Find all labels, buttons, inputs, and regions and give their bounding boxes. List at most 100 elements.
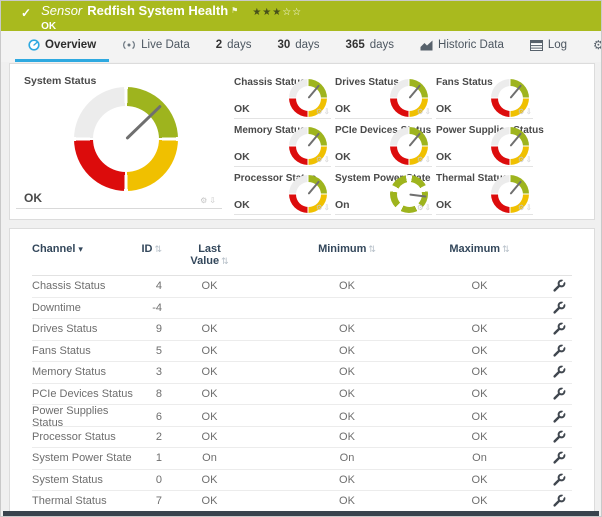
channel-settings-wrench-icon[interactable]	[522, 365, 574, 379]
column-header-last[interactable]: Last Value ⇅	[162, 243, 257, 268]
cell-maximum: OK	[471, 411, 488, 423]
gear-icon[interactable]: ⚙	[416, 107, 425, 116]
gear-icon[interactable]: ⚙	[315, 107, 324, 116]
gear-icon[interactable]: ⚙	[315, 203, 324, 212]
cell-last-value: OK	[201, 411, 218, 423]
download-icon[interactable]: ⇩	[323, 155, 331, 164]
gear-icon[interactable]: ⚙	[517, 107, 526, 116]
status-check-icon: ✓	[21, 6, 32, 20]
gauge-card-memory-status[interactable]: Memory Status OK ⚙⇩	[234, 119, 331, 167]
tab-overview[interactable]: Overview	[15, 31, 110, 62]
tab-historic-data[interactable]: Historic Data	[407, 31, 517, 62]
channel-gauge	[289, 175, 327, 213]
table-row-fans-status[interactable]: Fans Status 5 OK OK OK	[32, 341, 574, 362]
gear-icon[interactable]: ⚙	[517, 203, 526, 212]
cell-channel: Drives Status	[32, 323, 98, 336]
sort-icon[interactable]: ⇅	[368, 245, 376, 255]
gear-icon[interactable]: ⚙	[315, 155, 324, 164]
cell-minimum: OK	[339, 280, 355, 293]
gear-icon[interactable]: ⚙	[416, 155, 425, 164]
table-row-processor-status[interactable]: Processor Status 2 OK OK OK	[32, 427, 574, 448]
column-header-id[interactable]: ID ⇅	[137, 243, 162, 268]
column-header-min[interactable]: Minimum ⇅	[257, 243, 437, 268]
download-icon[interactable]: ⇩	[323, 203, 331, 212]
sort-icon[interactable]: ⇅	[154, 245, 162, 255]
cell-last-value: OK	[201, 473, 218, 486]
channel-settings-wrench-icon[interactable]	[522, 279, 574, 293]
gauge-value: OK	[234, 199, 250, 211]
tab-label: Overview	[45, 39, 97, 51]
channel-table-panel: Channel ▾ ID ⇅ Last Value ⇅ Minimum ⇅ Maximum ⇅ Ch…	[9, 228, 595, 513]
download-icon[interactable]: ⇩	[424, 203, 432, 212]
gear-icon[interactable]: ⚙	[416, 203, 425, 212]
table-row-system-power-state[interactable]: System Power State 1 On On On	[32, 448, 572, 470]
cell-minimum: OK	[339, 411, 355, 423]
channel-settings-wrench-icon[interactable]	[522, 387, 574, 401]
footer-bar	[3, 511, 599, 516]
table-row-downtime[interactable]: Downtime -4	[32, 298, 574, 319]
tab-2-days[interactable]: 2 days	[203, 31, 265, 62]
gauge-value: OK	[234, 151, 250, 163]
gear-icon: ⚙	[593, 39, 601, 51]
channel-gauge	[390, 175, 428, 213]
tab-live-data[interactable]: Live Data	[109, 31, 203, 62]
gauge-card-fans-status[interactable]: Fans Status OK ⚙⇩	[436, 71, 533, 119]
download-icon[interactable]: ⇩	[525, 203, 533, 212]
download-icon[interactable]: ⇩	[323, 107, 331, 116]
column-header-channel[interactable]: Channel ▾	[32, 243, 137, 268]
gauge-card-system-power-state[interactable]: System Power State On ⚙⇩	[335, 167, 432, 215]
tab-settings[interactable]: ⚙Settings	[580, 31, 601, 62]
gauge-card-chassis-status[interactable]: Chassis Status OK ⚙⇩	[234, 71, 331, 119]
download-icon[interactable]: ⇩	[209, 196, 218, 205]
download-icon[interactable]: ⇩	[424, 155, 432, 164]
channel-settings-wrench-icon[interactable]	[522, 301, 574, 315]
gauge-card-pcie-devices-status[interactable]: PCIe Devices Status OK ⚙⇩	[335, 119, 432, 167]
gauge-card-processor-status[interactable]: Processor Status OK ⚙⇩	[234, 167, 331, 215]
channel-settings-wrench-icon[interactable]	[522, 410, 574, 424]
log-icon	[529, 39, 543, 51]
download-icon[interactable]: ⇩	[525, 155, 533, 164]
channel-settings-wrench-icon[interactable]	[522, 322, 574, 336]
priority-stars-empty: ☆☆	[282, 7, 303, 18]
table-row-drives-status[interactable]: Drives Status 9 OK OK OK	[32, 319, 572, 341]
object-kind-label: Sensor	[41, 3, 83, 18]
gauge-value: On	[335, 199, 350, 211]
table-row-thermal-status[interactable]: Thermal Status 7 OK OK OK	[32, 491, 572, 513]
flag-icon[interactable]: ⚑	[231, 6, 239, 15]
gear-icon[interactable]: ⚙	[517, 155, 526, 164]
tab-label: days	[227, 39, 252, 51]
sort-icon[interactable]: ⇅	[502, 245, 510, 255]
table-row-system-status[interactable]: System Status 0 OK OK OK	[32, 470, 574, 491]
download-icon[interactable]: ⇩	[525, 107, 533, 116]
priority-stars[interactable]: ★★★☆☆	[252, 7, 302, 18]
column-label: Value	[190, 255, 220, 267]
gauge-card-thermal-status[interactable]: Thermal Status OK ⚙⇩	[436, 167, 533, 215]
cell-channel: PCIe Devices Status	[32, 387, 133, 400]
gauge-card-power-supplies-status[interactable]: Power Supplies Status OK ⚙⇩	[436, 119, 544, 167]
table-row-chassis-status[interactable]: Chassis Status 4 OK OK OK	[32, 276, 572, 298]
sensor-status-badge: OK	[41, 21, 57, 32]
table-row-memory-status[interactable]: Memory Status 3 OK OK OK	[32, 362, 572, 384]
cell-id: 4	[155, 280, 162, 293]
gear-icon[interactable]: ⚙	[200, 196, 210, 205]
tab-30-days[interactable]: 30 days	[264, 31, 332, 62]
table-row-power-supplies-status[interactable]: Power Supplies Status 6 OK OK OK	[32, 405, 574, 429]
gauge-title: Fans Status	[436, 77, 493, 88]
channel-settings-wrench-icon[interactable]	[522, 430, 574, 444]
channel-settings-wrench-icon[interactable]	[522, 344, 574, 358]
download-icon[interactable]: ⇩	[424, 107, 432, 116]
cell-id: 3	[155, 366, 162, 379]
cell-maximum: OK	[471, 430, 488, 443]
channel-settings-wrench-icon[interactable]	[522, 494, 574, 508]
channel-gauge	[390, 127, 428, 165]
channel-settings-wrench-icon[interactable]	[522, 473, 574, 487]
gauge-card-drives-status[interactable]: Drives Status OK ⚙⇩	[335, 71, 432, 119]
gauge-title: PCIe Devices Status	[335, 125, 432, 136]
sort-icon[interactable]: ⇅	[221, 257, 229, 267]
tab-log[interactable]: Log	[517, 31, 580, 62]
cell-minimum: OK	[339, 366, 355, 379]
table-row-pcie-devices-status[interactable]: PCIe Devices Status 8 OK OK OK	[32, 384, 574, 405]
tab-365-days[interactable]: 365 days	[333, 31, 407, 62]
channel-settings-wrench-icon[interactable]	[522, 451, 574, 465]
column-header-max[interactable]: Maximum ⇅	[437, 243, 522, 268]
